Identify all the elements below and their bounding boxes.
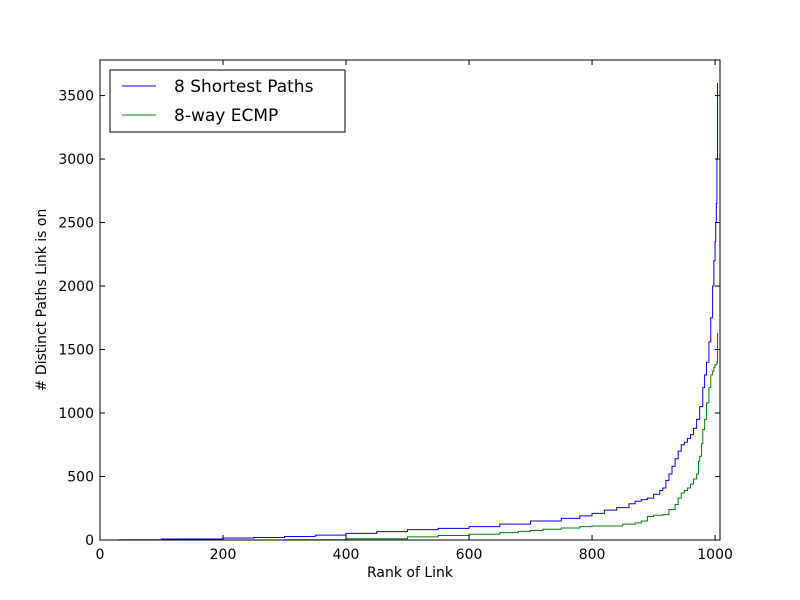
y-tick-label: 1500 [58, 343, 94, 359]
x-tick-label: 1000 [697, 547, 733, 563]
y-tick-label: 2000 [58, 279, 94, 295]
tick-layer: 0 200 400 600 800 1000 0 500 1000 1500 2000 2500 300… [58, 60, 733, 563]
x-axis-label: Rank of Link [367, 565, 454, 581]
plot-frame [99, 59, 721, 541]
series-line-1 [284, 333, 719, 541]
x-tick-label: 600 [456, 547, 483, 563]
y-tick-label: 500 [67, 470, 94, 486]
y-tick-label: 0 [85, 533, 94, 549]
series-line-0 [118, 82, 719, 541]
x-tick-label: 800 [579, 547, 606, 563]
series-layer [118, 82, 719, 541]
legend-label-ecmp: 8-way ECMP [174, 106, 278, 126]
y-tick-label: 3500 [58, 89, 94, 105]
legend: 8 Shortest Paths 8-way ECMP [109, 69, 346, 133]
legend-label-shortest-paths: 8 Shortest Paths [174, 77, 314, 97]
x-tick-label: 400 [333, 547, 360, 563]
y-tick-label: 1000 [58, 406, 94, 422]
legend-box [109, 69, 346, 133]
x-tick-label: 200 [210, 547, 237, 563]
plot-background [100, 60, 720, 540]
x-tick-label: 0 [96, 547, 105, 563]
y-tick-label: 2500 [58, 216, 94, 232]
y-axis-label: # Distinct Paths Link is on [34, 209, 50, 392]
y-tick-label: 3000 [58, 152, 94, 168]
